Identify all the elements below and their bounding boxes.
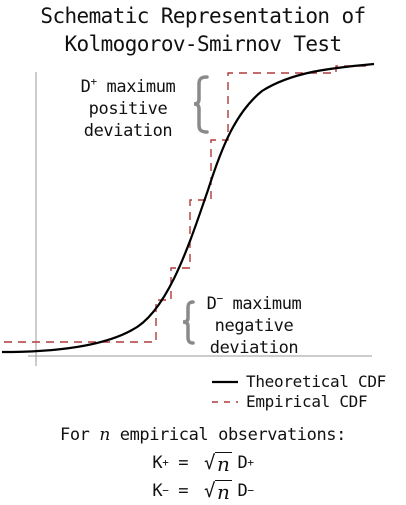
k-minus-equals: = <box>168 481 198 501</box>
formula-k-plus: K + = √ n D + <box>152 452 254 476</box>
legend-label-theoretical: Theoretical CDF <box>246 372 386 391</box>
diagram-title: Schematic Representation of Kolmogorov-S… <box>0 2 406 58</box>
k-minus-rhs: D <box>237 481 248 501</box>
d-plus-brace <box>193 75 209 134</box>
formula-intro-post: empirical observations: <box>109 425 347 445</box>
d-plus-superscript: + <box>90 75 97 88</box>
d-plus-line-2: positive <box>88 99 168 119</box>
k-minus-radicand: n <box>215 480 232 504</box>
d-plus-maximum-text: maximum <box>96 77 176 97</box>
d-minus-symbol: D <box>206 294 217 314</box>
theoretical-cdf-curve <box>1 62 375 354</box>
legend-item-empirical: Empirical CDF <box>212 392 386 412</box>
d-plus-line-1: D+ maximum <box>64 76 192 98</box>
legend-item-theoretical: Theoretical CDF <box>212 372 386 392</box>
d-plus-line-3: deviation <box>83 121 173 141</box>
d-minus-line-2: negative <box>214 316 294 336</box>
formula-block: For n empirical observations: K + = √ n D + … <box>0 421 406 505</box>
k-plus-lhs: K <box>152 453 163 473</box>
k-plus-sqrt: √ n <box>204 452 232 474</box>
legend: Theoretical CDF Empirical CDF <box>212 372 386 412</box>
d-plus-symbol: D <box>80 77 91 97</box>
legend-solid-line-icon <box>212 380 238 384</box>
d-minus-maximum-text: maximum <box>222 294 302 314</box>
empirical-cdf-line <box>4 65 372 343</box>
d-minus-annotation: D− maximum negative deviation <box>192 293 316 359</box>
d-minus-brace <box>182 300 195 345</box>
legend-dashed-line-icon <box>212 401 238 403</box>
formula-intro-variable: n <box>99 425 110 445</box>
k-plus-equals: = <box>168 453 198 473</box>
title-line-1: Schematic Representation of <box>40 4 366 28</box>
sqrt-radical-icon: √ <box>203 480 216 502</box>
sqrt-radical-icon: √ <box>203 452 216 474</box>
formula-intro: For n empirical observations: <box>0 421 406 449</box>
k-plus-radicand: n <box>215 452 232 476</box>
k-minus-lhs: K <box>152 481 163 501</box>
formula-intro-pre: For <box>60 425 100 445</box>
k-plus-rhs: D <box>237 453 248 473</box>
legend-label-empirical: Empirical CDF <box>246 392 368 411</box>
formula-k-minus: K − = √ n D − <box>152 480 254 504</box>
d-plus-annotation: D+ maximum positive deviation <box>64 76 192 142</box>
d-minus-line-3: deviation <box>209 338 299 358</box>
k-minus-sqrt: √ n <box>204 480 232 502</box>
d-minus-line-1: D− maximum <box>192 293 316 315</box>
title-line-2: Kolmogorov-Smirnov Test <box>64 32 343 56</box>
d-minus-superscript: − <box>216 292 223 305</box>
